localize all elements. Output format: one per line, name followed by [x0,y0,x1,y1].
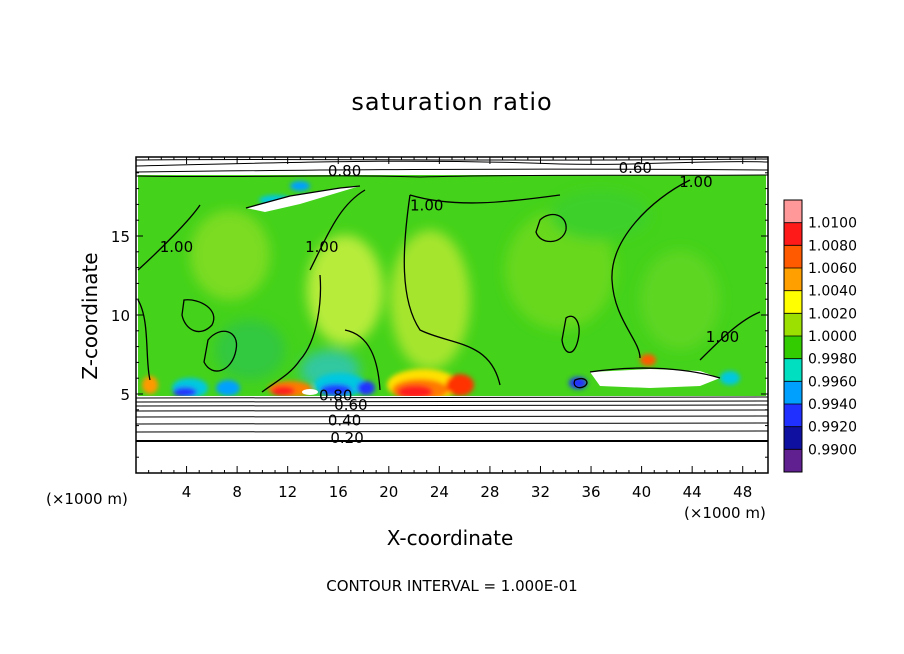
x-unit-left: (×1000 m) [46,490,128,508]
x-tick-label: 24 [430,483,449,501]
x-tick-label: 48 [733,483,752,501]
colorbar-label: 0.9980 [808,352,857,368]
y-axis-ticks: 5 10 15 [111,172,768,458]
colorbar-swatch [784,358,802,382]
x-tick-label: 28 [480,483,499,501]
colorbar-swatch [784,222,802,246]
colorbar-swatch [784,336,802,359]
contour-label: 1.00 [410,197,443,215]
x-tick-label: 12 [278,483,297,501]
x-axis-ticks: 4 8 12 16 20 24 28 32 36 40 44 48 [148,157,756,501]
contour-label: 0.80 [319,386,352,404]
colorbar-label: 1.0040 [808,284,857,300]
x-tick-label: 8 [232,483,242,501]
contour-label: 1.00 [160,238,193,256]
contour-interval-note: CONTOUR INTERVAL = 1.000E-01 [326,577,578,595]
colorbar-swatch [784,381,802,404]
contour-label: 0.20 [330,429,363,447]
colorbar-label: 1.0020 [808,306,857,322]
chart-title: saturation ratio [351,88,553,116]
contour-label: 1.00 [706,328,739,346]
x-tick-label: 32 [531,483,550,501]
colorbar-label: 1.0060 [808,261,857,277]
x-tick-label: 36 [581,483,600,501]
contour-label: 1.00 [305,238,338,256]
colorbar-swatch [784,268,802,291]
y-tick-label: 10 [111,307,130,325]
contour-labels: 0.80 0.601.001.001.00 1.001.000.800.600.40… [160,159,739,447]
colorbar-swatch [784,426,802,450]
colorbar-swatch [784,200,802,223]
colorbar-swatch [784,290,802,314]
colorbar-swatch [784,313,802,336]
x-tick-label: 40 [632,483,651,501]
contour-label: 0.80 [328,162,361,180]
x-tick-label: 16 [329,483,348,501]
colorbar-label: 0.9940 [808,397,857,413]
colorbar-label: 0.9920 [808,420,857,436]
x-unit-right: (×1000 m) [684,504,766,522]
x-tick-label: 4 [182,483,192,501]
x-tick-label: 20 [379,483,398,501]
colorbar-label: 0.9900 [808,442,857,458]
contour-label: 1.00 [679,173,712,191]
colorbar-swatch [784,404,802,427]
x-axis-label: X-coordinate [386,526,514,550]
saturation-field [136,157,768,473]
contour-label: 0.60 [619,159,652,177]
colorbar-label: 1.0080 [808,238,857,254]
colorbar-label: 1.0000 [808,329,857,345]
x-tick-label: 44 [683,483,702,501]
y-tick-label: 15 [111,228,130,246]
colorbar-label: 1.0100 [808,216,857,232]
colorbar-label: 0.9960 [808,374,857,390]
colorbar: 1.0100 1.0080 1.0060 1.0040 1.0020 1.0000 0.99… [783,199,857,473]
colorbar-swatch [784,245,802,268]
colorbar-swatch [784,449,802,472]
contour-label: 0.40 [328,412,361,430]
y-tick-label: 5 [120,386,130,404]
contour-label: 0.60 [334,396,367,414]
